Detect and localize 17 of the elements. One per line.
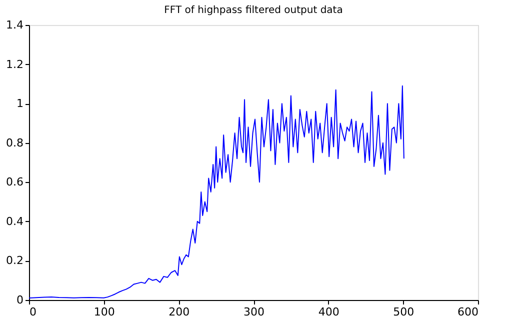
chart-title: FFT of highpass filtered output data [164,5,343,16]
y-tick-label: 0.2 [6,254,24,268]
x-tick-label: 300 [244,306,264,318]
x-tick-label: 0 [30,306,36,318]
x-tick-label: 100 [94,306,115,318]
x-tick-label: 500 [393,306,414,318]
y-tick-label: 1.4 [6,18,24,32]
y-tick-label: 1.2 [6,58,24,71]
y-tick-label: 0.4 [6,214,24,228]
y-tick-label: 1 [16,97,24,110]
y-tick-label: 0.6 [6,176,24,189]
y-tick-label: 0.8 [6,136,24,150]
x-tick-label: 600 [458,306,478,318]
y-tick-label: 0 [16,294,24,306]
x-tick-label: 200 [168,306,190,318]
line-series [28,85,404,299]
x-tick-label: 400 [318,306,340,318]
